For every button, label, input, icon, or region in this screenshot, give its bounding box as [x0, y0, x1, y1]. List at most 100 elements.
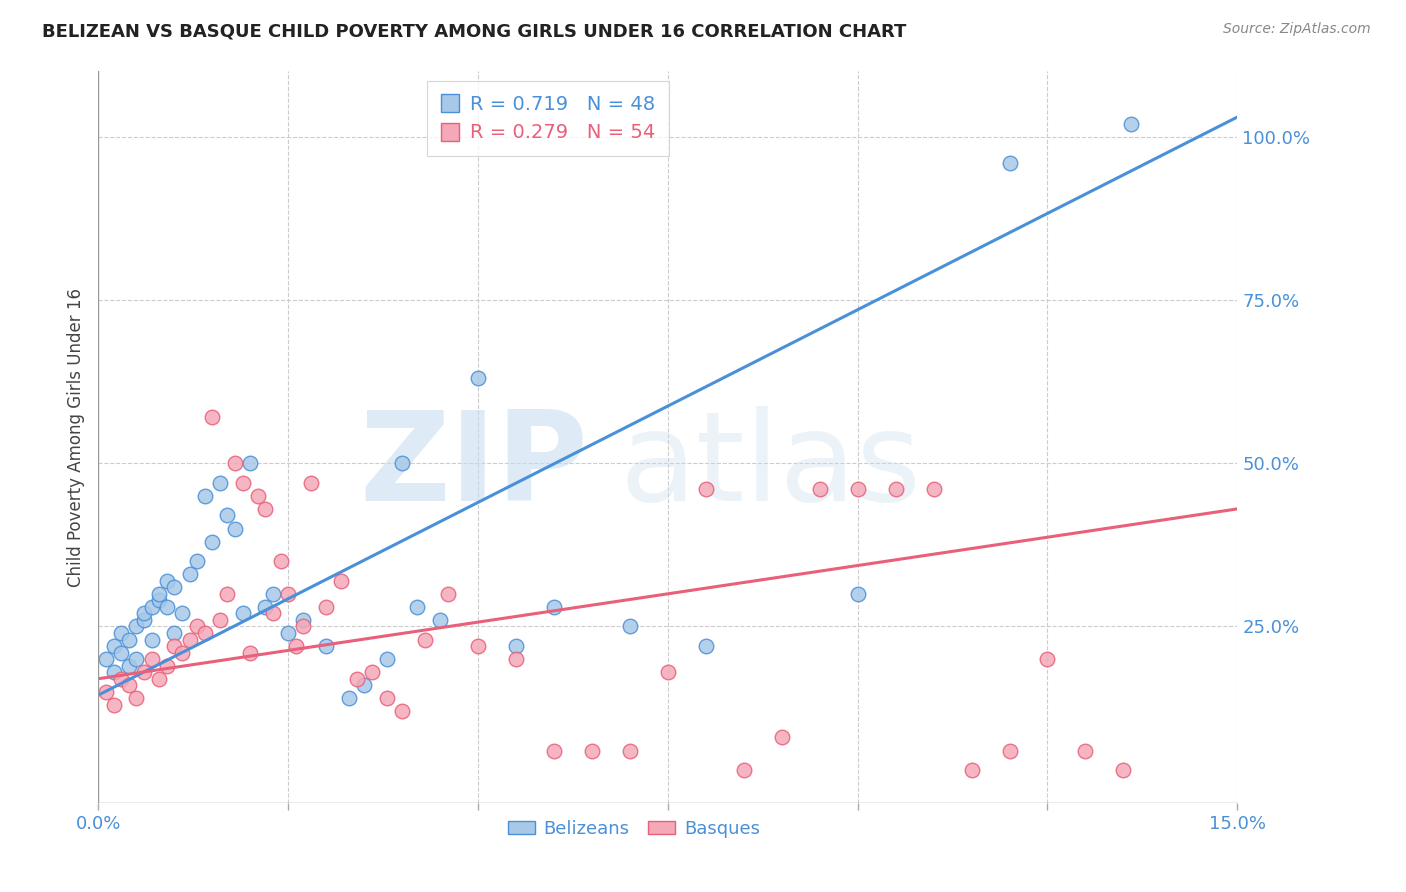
- Point: [170, 646, 193, 660]
- Point: [148, 672, 170, 686]
- Point: [254, 599, 277, 614]
- Point: [315, 639, 337, 653]
- Point: [808, 483, 831, 497]
- Point: [262, 607, 284, 621]
- Point: [406, 599, 429, 614]
- Point: [217, 587, 239, 601]
- Point: [156, 658, 179, 673]
- Point: [118, 678, 141, 692]
- Point: [125, 691, 148, 706]
- Point: [194, 626, 217, 640]
- Point: [770, 731, 793, 745]
- Point: [391, 456, 413, 470]
- Point: [148, 593, 170, 607]
- Point: [505, 652, 527, 666]
- Point: [201, 534, 224, 549]
- Point: [413, 632, 436, 647]
- Point: [232, 607, 254, 621]
- Point: [1036, 652, 1059, 666]
- Point: [118, 632, 141, 647]
- Point: [353, 678, 375, 692]
- Point: [239, 646, 262, 660]
- Text: Source: ZipAtlas.com: Source: ZipAtlas.com: [1223, 22, 1371, 37]
- Point: [360, 665, 382, 680]
- Point: [733, 763, 755, 777]
- Point: [125, 619, 148, 633]
- Text: BELIZEAN VS BASQUE CHILD POVERTY AMONG GIRLS UNDER 16 CORRELATION CHART: BELIZEAN VS BASQUE CHILD POVERTY AMONG G…: [42, 22, 907, 40]
- Point: [141, 599, 163, 614]
- Point: [505, 639, 527, 653]
- Text: ZIP: ZIP: [360, 406, 588, 527]
- Point: [330, 574, 353, 588]
- Point: [141, 652, 163, 666]
- Point: [436, 587, 458, 601]
- Point: [960, 763, 983, 777]
- Point: [695, 483, 717, 497]
- Point: [619, 743, 641, 757]
- Point: [657, 665, 679, 680]
- Point: [208, 475, 231, 490]
- Point: [284, 639, 307, 653]
- Point: [543, 599, 565, 614]
- Point: [232, 475, 254, 490]
- Point: [186, 554, 208, 568]
- Point: [148, 587, 170, 601]
- Point: [132, 665, 155, 680]
- Point: [467, 371, 489, 385]
- Point: [156, 599, 179, 614]
- Point: [141, 632, 163, 647]
- Point: [94, 652, 117, 666]
- Legend: Belizeans, Basques: Belizeans, Basques: [501, 813, 768, 845]
- Point: [543, 743, 565, 757]
- Point: [619, 619, 641, 633]
- Point: [581, 743, 603, 757]
- Point: [315, 599, 337, 614]
- Point: [277, 626, 299, 640]
- Point: [125, 652, 148, 666]
- Point: [998, 155, 1021, 169]
- Point: [998, 743, 1021, 757]
- Point: [884, 483, 907, 497]
- Point: [292, 619, 315, 633]
- Point: [179, 632, 201, 647]
- Point: [156, 574, 179, 588]
- Point: [846, 587, 869, 601]
- Point: [163, 580, 186, 594]
- Point: [239, 456, 262, 470]
- Point: [391, 705, 413, 719]
- Point: [194, 489, 217, 503]
- Point: [299, 475, 322, 490]
- Point: [103, 698, 125, 712]
- Point: [270, 554, 292, 568]
- Point: [375, 652, 398, 666]
- Point: [103, 639, 125, 653]
- Point: [110, 626, 132, 640]
- Point: [110, 672, 132, 686]
- Point: [1119, 117, 1142, 131]
- Text: atlas: atlas: [619, 406, 921, 527]
- Point: [186, 619, 208, 633]
- Y-axis label: Child Poverty Among Girls Under 16: Child Poverty Among Girls Under 16: [66, 287, 84, 587]
- Point: [254, 502, 277, 516]
- Point: [163, 626, 186, 640]
- Point: [94, 685, 117, 699]
- Point: [110, 646, 132, 660]
- Point: [217, 508, 239, 523]
- Point: [375, 691, 398, 706]
- Point: [695, 639, 717, 653]
- Point: [179, 567, 201, 582]
- Point: [132, 613, 155, 627]
- Point: [118, 658, 141, 673]
- Point: [922, 483, 945, 497]
- Point: [346, 672, 368, 686]
- Point: [208, 613, 231, 627]
- Point: [1074, 743, 1097, 757]
- Point: [246, 489, 269, 503]
- Point: [337, 691, 360, 706]
- Point: [277, 587, 299, 601]
- Point: [224, 456, 246, 470]
- Point: [201, 410, 224, 425]
- Point: [132, 607, 155, 621]
- Point: [224, 521, 246, 535]
- Point: [262, 587, 284, 601]
